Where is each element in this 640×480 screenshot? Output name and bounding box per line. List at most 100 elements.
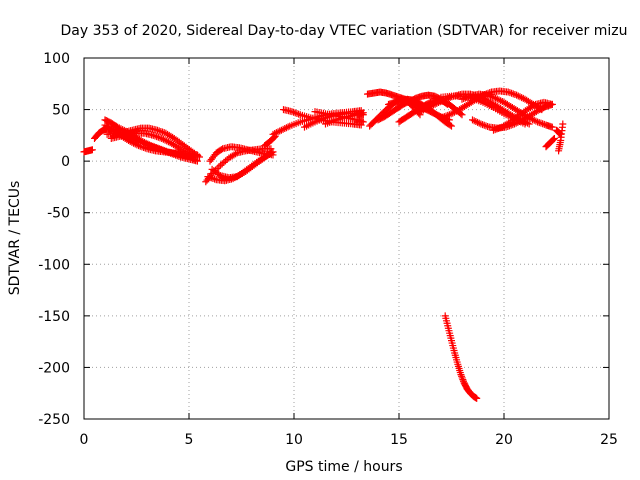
data-point: [472, 118, 480, 126]
data-point: [477, 120, 485, 128]
y-tick-label: -100: [38, 257, 70, 273]
data-point: [139, 138, 147, 146]
series-arc-j: [208, 149, 275, 182]
data-point: [521, 120, 529, 128]
data-point: [445, 111, 453, 119]
data-point: [133, 141, 141, 149]
data-point: [141, 144, 149, 152]
data-point: [88, 146, 96, 154]
data-point: [267, 149, 275, 157]
data-point: [447, 110, 455, 118]
data-point: [232, 150, 240, 158]
data-point: [128, 138, 136, 146]
x-tick-label: 25: [600, 432, 618, 448]
data-point: [418, 107, 426, 115]
data-point: [295, 110, 303, 118]
data-point: [549, 136, 557, 144]
data-point: [436, 98, 444, 106]
data-point: [277, 126, 285, 134]
data-point: [439, 113, 447, 121]
data-point: [506, 89, 514, 97]
data-point: [131, 140, 139, 148]
series-arc-ad: [553, 126, 565, 138]
data-point: [483, 91, 491, 99]
data-point: [516, 93, 524, 101]
data-point: [428, 102, 436, 110]
series-arc-p: [322, 109, 367, 128]
data-point: [513, 91, 521, 99]
series-arc-z: [490, 98, 556, 134]
data-point: [539, 120, 547, 128]
data-point: [493, 95, 501, 103]
data-point: [135, 142, 143, 150]
data-point: [149, 131, 157, 139]
data-point: [112, 122, 120, 130]
data-point: [158, 134, 166, 142]
data-point: [487, 92, 495, 100]
axis-ticks: -250 -200 -150 -100 -50 0 50 100 0 5 10 15 20 25: [38, 51, 618, 448]
data-point: [423, 104, 431, 112]
data-point: [479, 121, 487, 129]
data-point: [429, 101, 437, 109]
data-point: [532, 117, 540, 125]
x-tick-label: 0: [80, 432, 89, 448]
data-point: [215, 163, 223, 171]
data-point: [495, 124, 503, 132]
data-point: [140, 138, 148, 146]
data-point: [359, 118, 367, 126]
data-point: [448, 122, 455, 130]
data-point: [440, 113, 448, 121]
data-point: [459, 376, 467, 384]
data-point: [207, 174, 215, 182]
data-point: [530, 116, 538, 124]
x-tick-label: 20: [495, 432, 513, 448]
data-point: [534, 107, 542, 115]
data-point: [140, 144, 148, 152]
plot-frame: [83, 57, 610, 420]
data-point: [151, 132, 159, 140]
data-point: [206, 173, 214, 181]
y-tick-label: 0: [61, 154, 70, 170]
data-point: [293, 109, 301, 117]
data-point: [193, 151, 201, 159]
data-point: [548, 100, 556, 108]
x-tick-label: 15: [390, 432, 408, 448]
data-point: [550, 135, 558, 143]
data-point: [204, 173, 212, 181]
data-point: [473, 394, 481, 402]
data-point: [290, 108, 298, 116]
data-point: [457, 371, 465, 379]
data-point: [274, 128, 282, 136]
y-tick-label: -150: [38, 309, 70, 325]
data-point: [144, 140, 152, 148]
data-point: [518, 94, 526, 102]
data-point: [492, 94, 500, 102]
data-point: [511, 91, 519, 99]
series-arc-drop: [441, 312, 481, 402]
data-point: [147, 142, 155, 150]
data-point: [215, 170, 223, 178]
data-point: [431, 100, 439, 108]
series-arc-ab: [542, 134, 558, 151]
series-arc-f: [101, 121, 201, 159]
data-points: [80, 87, 567, 402]
data-point: [288, 108, 296, 116]
grid-lines: [84, 58, 609, 419]
data-point: [475, 119, 483, 127]
y-tick-label: -250: [38, 412, 70, 428]
data-point: [491, 126, 499, 134]
data-point: [484, 122, 492, 130]
data-point: [450, 108, 458, 116]
data-point: [271, 130, 279, 138]
data-point: [458, 111, 466, 119]
data-point: [446, 93, 454, 101]
data-point: [458, 374, 466, 382]
data-point: [559, 120, 567, 128]
data-point: [163, 137, 171, 145]
y-tick-label: -50: [47, 206, 70, 222]
series-arc-u: [366, 95, 424, 130]
data-point: [217, 146, 225, 154]
data-point: [537, 119, 545, 127]
data-point: [490, 126, 497, 134]
